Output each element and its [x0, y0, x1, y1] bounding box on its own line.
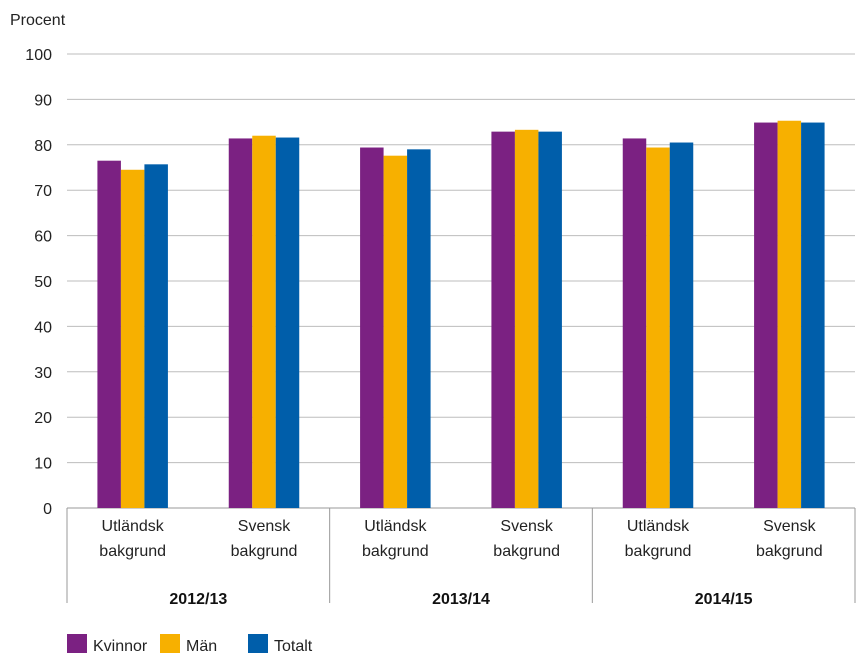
y-tick-label: 80 [34, 138, 52, 155]
legend-swatch-totalt [248, 634, 268, 653]
bar-totalt [275, 137, 300, 508]
x-group-label: 2012/13 [169, 591, 227, 608]
bar-män [646, 147, 670, 509]
x-axis: Utländsk bakgrund Svensk bakgrund 2012/13 Utl… [66, 508, 856, 608]
y-tick-label: 0 [43, 501, 52, 518]
x-category-label-line2: bakgrund [756, 543, 823, 560]
bar-series [97, 120, 825, 509]
legend-label: Män [186, 638, 217, 653]
y-tick-label: 20 [34, 410, 52, 427]
legend-swatch-kvinnor [67, 634, 87, 653]
x-category-label-line1: Utländsk [627, 518, 690, 535]
x-category-label-line1: Utländsk [364, 518, 427, 535]
bar-totalt [538, 131, 562, 508]
x-group-label: 2014/15 [695, 591, 753, 608]
x-category-label-line2: bakgrund [625, 543, 692, 560]
bar-kvinnor [228, 138, 253, 508]
gridlines [67, 53, 855, 509]
y-tick-label: 70 [34, 183, 52, 200]
legend-label: Totalt [274, 638, 313, 653]
x-category-label-line2: bakgrund [99, 543, 166, 560]
bar-totalt [669, 142, 694, 508]
bar-män [777, 120, 802, 508]
y-tick-label: 30 [34, 365, 52, 382]
bar-män [514, 129, 539, 508]
bar-totalt [801, 122, 825, 508]
y-tick-label: 10 [34, 456, 52, 473]
legend-label: Kvinnor [93, 638, 148, 653]
legend: Kvinnor Män Totalt [67, 634, 313, 653]
y-tick-label: 100 [25, 47, 52, 64]
bar-kvinnor [754, 122, 778, 508]
x-category-label-line1: Utländsk [102, 518, 165, 535]
y-tick-label: 90 [34, 92, 52, 109]
y-tick-label: 40 [34, 319, 52, 336]
bar-totalt [144, 164, 168, 508]
x-category-label-line1: Svensk [238, 518, 291, 535]
bar-kvinnor [622, 138, 647, 508]
x-category-label-line2: bakgrund [493, 543, 560, 560]
y-tick-label: 60 [34, 229, 52, 246]
bar-kvinnor [97, 160, 121, 508]
x-category-label-line1: Svensk [763, 518, 816, 535]
x-category-label-line2: bakgrund [362, 543, 429, 560]
x-category-label-line2: bakgrund [231, 543, 298, 560]
bar-kvinnor [491, 131, 515, 508]
x-group-label: 2013/14 [432, 591, 490, 608]
bar-män [120, 169, 145, 508]
bar-män [383, 155, 408, 509]
bar-män [252, 135, 276, 508]
bar-totalt [407, 149, 431, 508]
y-axis-tick-labels: 0 10 20 30 40 50 60 70 80 90 100 [25, 47, 52, 518]
legend-swatch-män [160, 634, 180, 653]
y-tick-label: 50 [34, 274, 52, 291]
bar-kvinnor [360, 147, 384, 509]
x-category-label-line1: Svensk [500, 518, 553, 535]
y-axis-unit-label: Procent [10, 12, 66, 29]
